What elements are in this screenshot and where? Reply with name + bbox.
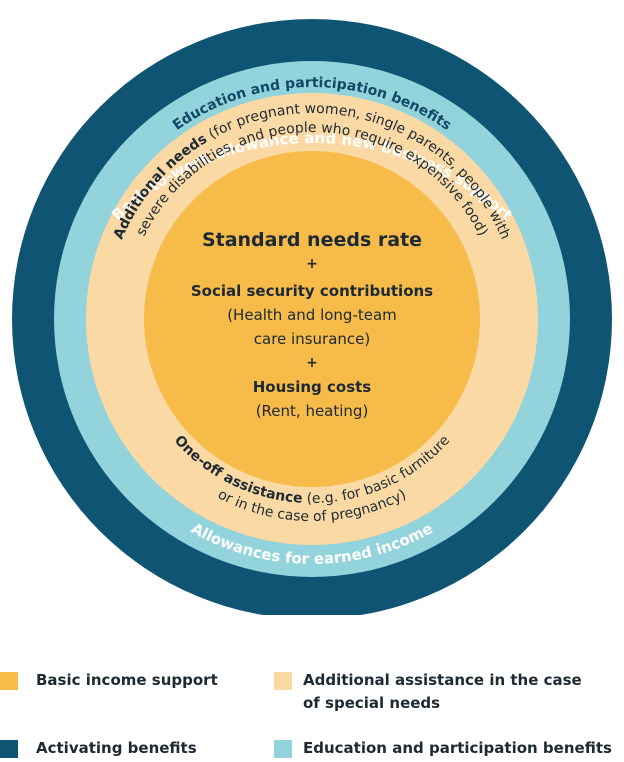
plus-sign-2: + xyxy=(306,355,318,371)
legend-swatch-education xyxy=(274,740,292,758)
legend-swatch-additional xyxy=(274,672,292,690)
benefits-diagram: Back-to-work allowance and new business … xyxy=(12,19,612,615)
plus-sign-1: + xyxy=(306,256,318,272)
social-security-line1: (Health and long-team xyxy=(227,306,397,324)
legend-label-additional-1: Additional assistance in the case xyxy=(303,671,582,689)
basic-income-core xyxy=(144,151,480,487)
legend-label-basic: Basic income support xyxy=(36,671,218,689)
housing-costs-sub: (Rent, heating) xyxy=(256,402,369,420)
legend-label-education: Education and participation benefits xyxy=(303,739,612,757)
social-security-title: Social security contributions xyxy=(191,282,433,300)
legend-label-additional-2: of special needs xyxy=(303,694,441,712)
legend-label-activating: Activating benefits xyxy=(36,739,197,757)
standard-needs-title: Standard needs rate xyxy=(202,229,422,251)
social-security-line2: care insurance) xyxy=(254,330,370,348)
housing-costs-title: Housing costs xyxy=(253,378,372,396)
legend-swatch-activating xyxy=(0,740,18,758)
legend-swatch-basic xyxy=(0,672,18,690)
